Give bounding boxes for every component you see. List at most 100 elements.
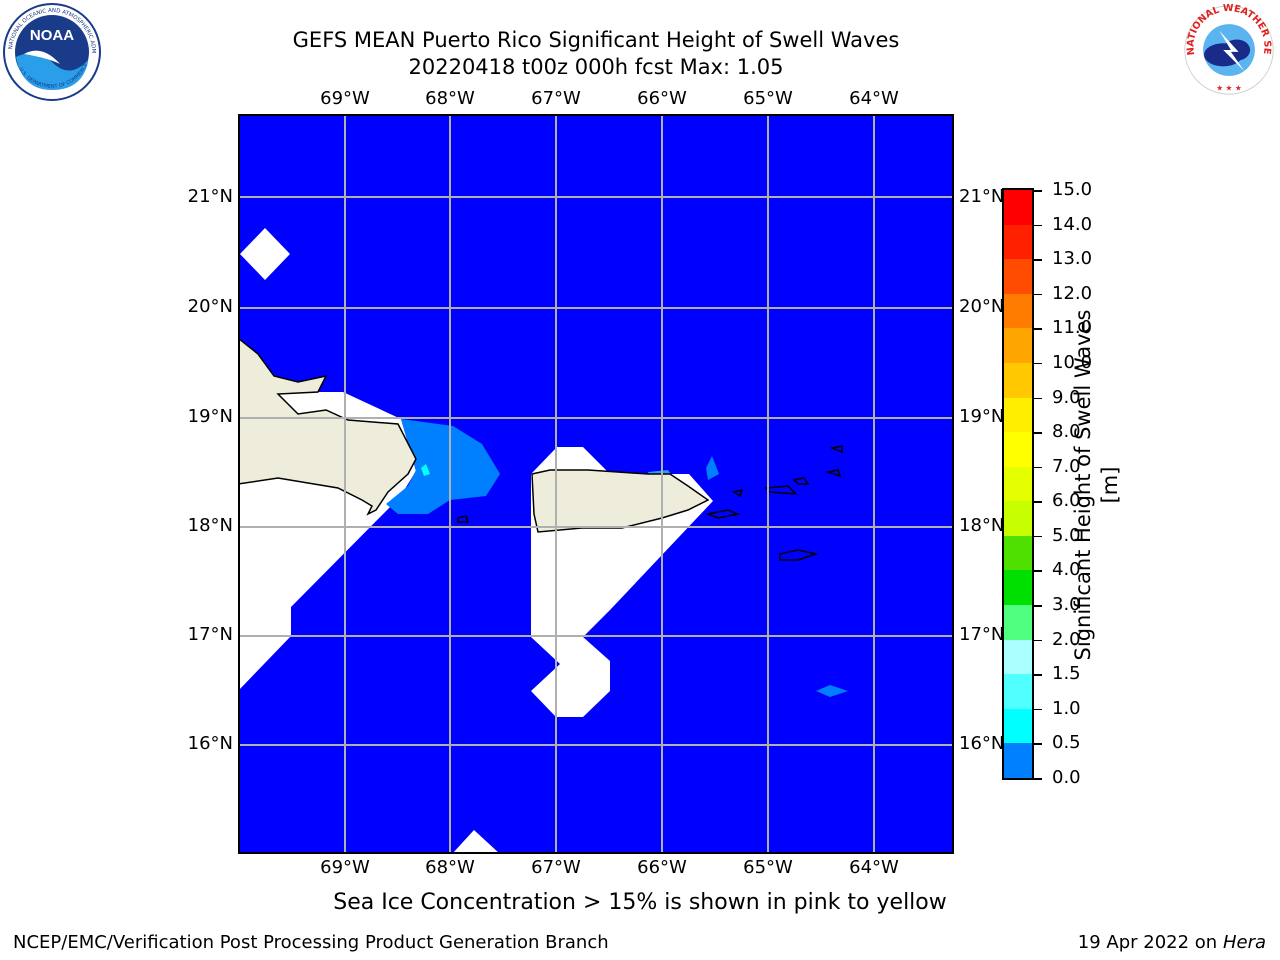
svg-text:NOAA: NOAA <box>30 27 74 44</box>
lat-tick-left: 17°N <box>187 624 233 645</box>
colorbar-segment <box>1004 190 1032 226</box>
swell-patch-mona <box>386 419 500 514</box>
colorbar-segment <box>1004 362 1032 399</box>
nodata-region-bottom <box>452 830 500 854</box>
colorbar <box>1002 188 1034 780</box>
land-st-croix <box>779 549 819 561</box>
footer-date: 19 Apr 2022 on Hera <box>1078 932 1266 953</box>
colorbar-tick-label: 12.0 <box>1052 282 1093 304</box>
colorbar-tick-mark <box>1034 328 1042 330</box>
lat-tick-right: 18°N <box>959 515 1005 536</box>
colorbar-segment <box>1004 743 1032 779</box>
nws-logo: NATIONAL WEATHER SERVICE ★ ★ ★ <box>1178 2 1274 95</box>
land-mona-island <box>457 515 470 523</box>
colorbar-tick-mark <box>1034 293 1042 296</box>
lat-tick-left: 20°N <box>187 296 233 317</box>
colorbar-tick-label: 4.0 <box>1052 559 1081 581</box>
noaa-logo: NOAA NATIONAL OCEANIC AND ATMOSPHERIC AD… <box>2 2 101 101</box>
lat-tick-right: 21°N <box>959 186 1005 207</box>
colorbar-segment <box>1004 501 1032 537</box>
lon-tick-top: 69°W <box>320 88 370 109</box>
land-puerto-rico <box>531 469 710 533</box>
colorbar-tick-mark <box>1034 743 1042 745</box>
swell-patch-south <box>816 685 848 697</box>
lon-tick-bottom: 66°W <box>637 857 687 878</box>
map-subtitle: 20220418 t00z 000h fcst Max: 1.05 <box>408 55 784 79</box>
colorbar-segment <box>1004 432 1032 468</box>
colorbar-tick-mark <box>1034 639 1042 642</box>
colorbar-tick-mark <box>1034 570 1042 572</box>
colorbar-tick-mark <box>1034 362 1042 365</box>
land-vieques <box>705 509 741 519</box>
lon-tick-bottom: 67°W <box>531 857 581 878</box>
colorbar-segment <box>1004 397 1032 433</box>
colorbar-tick-mark <box>1034 190 1042 192</box>
colorbar-tick-mark <box>1034 259 1042 261</box>
land-culebra <box>732 488 744 498</box>
colorbar-tick-mark <box>1034 708 1042 711</box>
lon-tick-bottom: 69°W <box>320 857 370 878</box>
lat-tick-right: 16°N <box>959 733 1005 754</box>
colorbar-label: Significant Height of Swell Waves [m] <box>1071 309 1122 661</box>
swell-patch-vi <box>706 456 719 480</box>
colorbar-tick-label: 6.0 <box>1052 490 1081 512</box>
nodata-region-small-nw <box>240 228 290 280</box>
colorbar-tick-label: 11.0 <box>1052 317 1093 339</box>
map-title: GEFS MEAN Puerto Rico Significant Height… <box>292 28 900 52</box>
colorbar-tick-mark <box>1034 432 1042 434</box>
sea-ice-note: Sea Ice Concentration > 15% is shown in … <box>333 890 947 915</box>
lon-tick-top: 65°W <box>743 88 793 109</box>
swell-patch-cyan <box>421 464 430 476</box>
colorbar-tick-label: 2.0 <box>1052 628 1081 650</box>
land-hispaniola <box>238 337 417 516</box>
colorbar-segment <box>1004 570 1032 606</box>
colorbar-tick-label: 0.5 <box>1052 732 1081 754</box>
lat-tick-left: 16°N <box>187 733 233 754</box>
footer-credit: NCEP/EMC/Verification Post Processing Pr… <box>13 932 609 953</box>
colorbar-tick-mark <box>1034 501 1042 503</box>
colorbar-tick-label: 1.0 <box>1052 697 1081 719</box>
colorbar-segment <box>1004 466 1032 502</box>
colorbar-segment <box>1004 259 1032 295</box>
colorbar-segment <box>1004 328 1032 364</box>
land-sombrero <box>829 445 843 454</box>
colorbar-tick-label: 0.0 <box>1052 767 1081 788</box>
colorbar-tick-mark <box>1034 535 1042 538</box>
colorbar-tick-label: 14.0 <box>1052 213 1093 235</box>
colorbar-tick-label: 3.0 <box>1052 594 1081 616</box>
colorbar-segment <box>1004 674 1032 710</box>
land-virgin-islands-2 <box>792 477 810 485</box>
lat-tick-right: 17°N <box>959 624 1005 645</box>
lon-tick-top: 66°W <box>637 88 687 109</box>
colorbar-segment <box>1004 224 1032 260</box>
lat-tick-left: 18°N <box>187 515 233 536</box>
lon-tick-top: 67°W <box>531 88 581 109</box>
colorbar-tick-label: 8.0 <box>1052 421 1081 443</box>
colorbar-tick-label: 10.0 <box>1052 351 1093 373</box>
colorbar-tick-label: 9.0 <box>1052 386 1081 408</box>
colorbar-segment <box>1004 708 1032 744</box>
lon-tick-bottom: 65°W <box>743 857 793 878</box>
lon-tick-bottom: 68°W <box>425 857 475 878</box>
colorbar-tick-label: 1.5 <box>1052 663 1081 685</box>
map-canvas <box>238 114 954 854</box>
lon-tick-top: 68°W <box>425 88 475 109</box>
map-plot <box>238 114 954 854</box>
colorbar-tick-label: 13.0 <box>1052 248 1093 270</box>
lon-tick-bottom: 64°W <box>849 857 899 878</box>
lat-tick-right: 19°N <box>959 406 1005 427</box>
svg-text:★ ★ ★: ★ ★ ★ <box>1216 83 1242 92</box>
colorbar-tick-mark <box>1034 605 1042 607</box>
colorbar-tick-mark <box>1034 778 1042 780</box>
colorbar-tick-mark <box>1034 397 1042 400</box>
graticule <box>238 114 954 854</box>
colorbar-tick-label: 15.0 <box>1052 179 1093 200</box>
colorbar-segment <box>1004 535 1032 571</box>
colorbar-segment <box>1004 293 1032 329</box>
footer-date-text: 19 Apr 2022 on <box>1077 932 1218 953</box>
colorbar-tick-mark <box>1034 466 1042 469</box>
lat-tick-left: 19°N <box>187 406 233 427</box>
lat-tick-right: 20°N <box>959 296 1005 317</box>
colorbar-tick-mark <box>1034 224 1042 227</box>
colorbar-tick-label: 7.0 <box>1052 455 1081 477</box>
